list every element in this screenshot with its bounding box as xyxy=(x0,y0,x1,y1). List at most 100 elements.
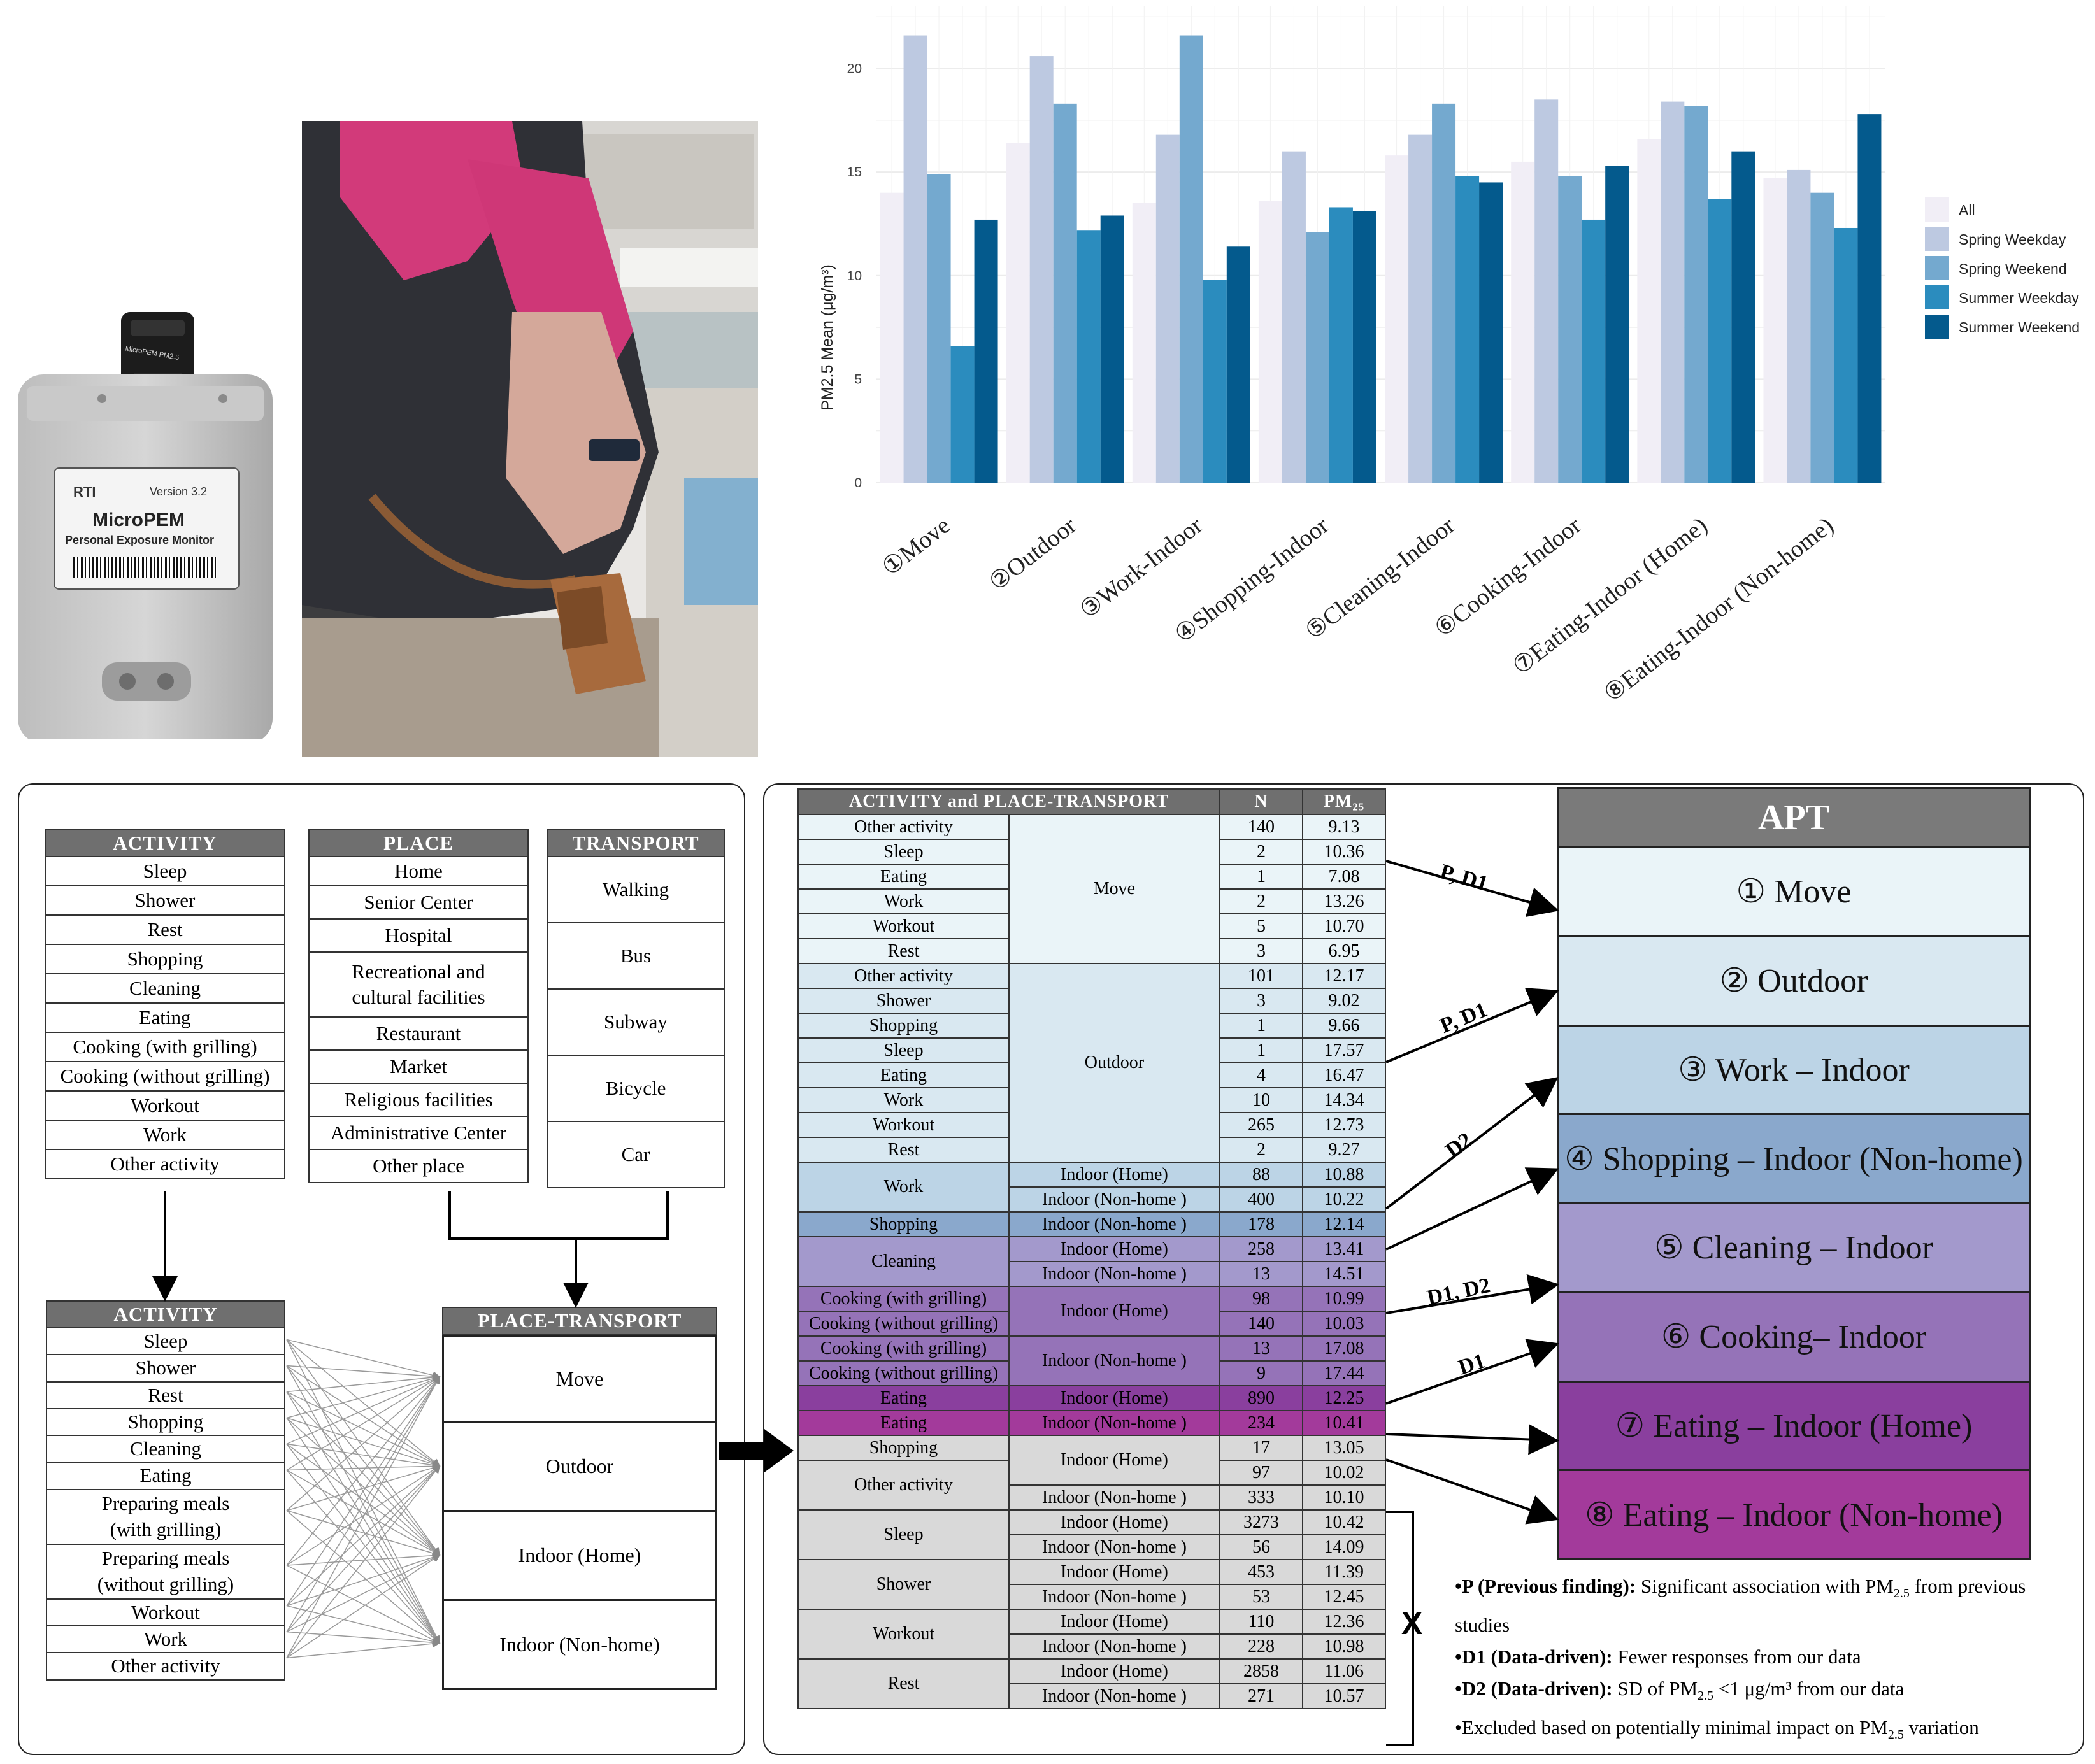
transport_list-header: TRANSPORT xyxy=(547,829,725,857)
mapping-place-cell: Indoor (Non-home ) xyxy=(1008,1410,1220,1436)
note-subscript: 2.5 xyxy=(1887,1728,1904,1742)
mapping-place-cell: Indoor (Non-home ) xyxy=(1008,1633,1220,1660)
activity_list-item: Other activity xyxy=(45,1149,285,1179)
mapping-header-2: PM₂₅ xyxy=(1301,788,1387,815)
activity-place-link xyxy=(286,1631,441,1647)
bar-5-4 xyxy=(1605,166,1629,483)
legend-label: Summer Weekday xyxy=(1959,290,2079,306)
note-3: •Excluded based on potentially minimal i… xyxy=(1455,1712,2079,1751)
place-transport-block: PLACE-TRANSPORT Move Outdoor Indoor (Hom… xyxy=(442,1307,717,1690)
bar-4-4 xyxy=(1479,182,1503,483)
place_list-item: Restaurant xyxy=(308,1016,529,1051)
y-tick-label: 15 xyxy=(847,165,862,180)
activity_list-item: Rest xyxy=(45,914,285,945)
mapping-activity-cell: Shower xyxy=(797,1559,1010,1610)
note-term: •P (Previous finding): xyxy=(1455,1575,1636,1597)
device-brand: RTI xyxy=(73,484,96,500)
bar-3-0 xyxy=(1258,201,1282,483)
activity-place-link xyxy=(286,1376,440,1658)
mapping-n-cell: 3 xyxy=(1219,938,1303,964)
mapping-place-cell: Indoor (Home) xyxy=(1008,1559,1220,1585)
note-tail: from previous studies xyxy=(1455,1575,2026,1637)
place-table: PLACE Home Senior Center Hospital Recreation… xyxy=(308,829,529,1183)
mapping-pm-cell: 16.47 xyxy=(1301,1062,1387,1088)
place_list-item: Administrative Center xyxy=(308,1116,529,1150)
mapping-pm-cell: 11.06 xyxy=(1301,1658,1387,1684)
note-text: •Excluded based on potentially minimal i… xyxy=(1455,1716,1888,1739)
arrow-eating-home xyxy=(1385,1424,1559,1455)
chart-y-ticks: 0 5 10 15 20 xyxy=(847,62,862,490)
mapping-activity-cell: Work xyxy=(797,1087,1010,1113)
y-tick-label: 10 xyxy=(847,269,862,283)
apt-item-1: ① Move xyxy=(1559,846,2029,935)
chart-legend: All Spring Weekday Spring Weekend Summer We… xyxy=(1925,197,2080,339)
bar-4-0 xyxy=(1385,155,1409,483)
activity-place-link xyxy=(286,1510,441,1557)
mapping-pm-cell: 10.70 xyxy=(1301,913,1387,939)
mapping-activity-cell: Eating xyxy=(797,1062,1010,1088)
mapping-activity-cell: Sleep xyxy=(797,1509,1010,1560)
mapping-pm-cell: 12.14 xyxy=(1301,1211,1387,1237)
mapping-n-cell: 2 xyxy=(1219,839,1303,865)
activity-place-link xyxy=(286,1464,441,1511)
mapping-activity-cell: Sleep xyxy=(797,1037,1010,1063)
mapping-activity-cell: Workout xyxy=(797,1112,1010,1138)
participant-wearing-monitor-photo xyxy=(302,121,758,757)
activity_list-item: Shopping xyxy=(45,944,285,974)
activity2_list-item: Preparing meals (with grilling) xyxy=(46,1488,285,1545)
mapping-pm-cell: 6.95 xyxy=(1301,938,1387,964)
bar-0-4 xyxy=(974,219,998,483)
bar-0-1 xyxy=(903,35,927,483)
mapping-header-1: N xyxy=(1219,788,1303,815)
activity-to-place-links xyxy=(286,1339,441,1659)
mapping-activity-cell: Cooking (without grilling) xyxy=(797,1311,1010,1337)
mapping-pm-cell: 7.08 xyxy=(1301,864,1387,890)
device-subtitle: Personal Exposure Monitor xyxy=(65,534,215,546)
mapping-place-cell: Indoor (Home) xyxy=(1008,1658,1220,1684)
arrow-work xyxy=(1385,1077,1559,1210)
device-name: MicroPEM xyxy=(92,509,185,530)
bar-7-1 xyxy=(1787,169,1811,483)
arrow-outdoor xyxy=(1385,988,1559,1063)
mapping-place-cell: Indoor (Home) xyxy=(1008,1162,1220,1188)
mapping-n-cell: 140 xyxy=(1219,1311,1303,1337)
bar-3-1 xyxy=(1282,151,1306,483)
bar-0-2 xyxy=(927,174,951,483)
legend-swatch xyxy=(1925,285,1949,309)
note-text: SD of PM xyxy=(1612,1677,1698,1700)
apt-item-2: ② Outdoor xyxy=(1559,935,2029,1025)
mapping-activity-cell: Shopping xyxy=(797,1211,1010,1237)
mapping-place-cell: Indoor (Non-home ) xyxy=(1008,1484,1220,1511)
mapping-activity-cell: Workout xyxy=(797,1609,1010,1660)
mapping-place-cell: Outdoor xyxy=(1008,963,1220,1163)
activity-place-link xyxy=(286,1376,441,1511)
activity-place-link xyxy=(286,1374,441,1419)
activity2_list-item: Sleep xyxy=(46,1327,285,1356)
bar-5-1 xyxy=(1534,99,1559,483)
mapping-pm-cell: 13.05 xyxy=(1301,1435,1387,1461)
mapping-place-cell: Indoor (Home) xyxy=(1008,1236,1220,1262)
mapping-n-cell: 890 xyxy=(1219,1385,1303,1411)
activity-place-link xyxy=(286,1418,440,1644)
bar-7-2 xyxy=(1810,192,1834,483)
activity2_list-header: ACTIVITY xyxy=(46,1300,285,1328)
bar-6-2 xyxy=(1684,106,1708,483)
mapping-n-cell: 2858 xyxy=(1219,1658,1303,1684)
note-text: Fewer responses from our data xyxy=(1612,1646,1861,1668)
mapping-activity-cell: Shopping xyxy=(797,1013,1010,1039)
mapping-row: Shopping Indoor (Non-home ) 178 12.14 xyxy=(797,1211,1387,1237)
activity-place-link xyxy=(286,1444,440,1644)
activity-place-link xyxy=(286,1417,441,1468)
mapping-n-cell: 53 xyxy=(1219,1584,1303,1610)
bar-1-1 xyxy=(1029,56,1054,483)
activity-place-link xyxy=(286,1376,440,1632)
activity-place-link xyxy=(286,1553,441,1607)
legend-label: Spring Weekday xyxy=(1959,231,2066,248)
bar-3-3 xyxy=(1329,207,1353,483)
mapping-activity-cell: Eating xyxy=(797,1385,1010,1411)
mapping-place-cell: Indoor (Home) xyxy=(1008,1286,1220,1337)
mapping-place-cell: Indoor (Home) xyxy=(1008,1385,1220,1411)
place-transport-header: PLACE-TRANSPORT xyxy=(442,1307,717,1335)
mapping-pm-cell: 17.57 xyxy=(1301,1037,1387,1063)
